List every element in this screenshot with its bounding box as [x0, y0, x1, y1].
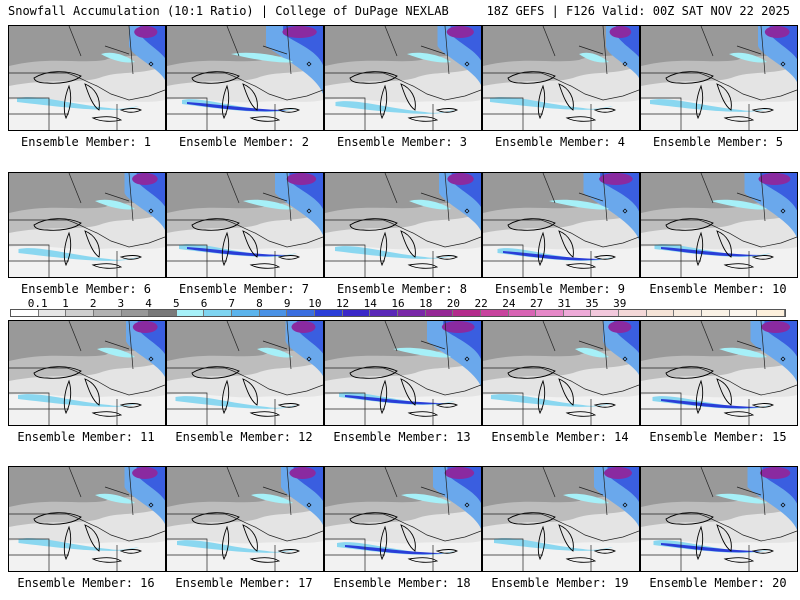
scale-swatch	[702, 310, 730, 316]
scale-swatch	[11, 310, 39, 316]
scale-swatch	[204, 310, 233, 316]
scale-label: 5	[172, 297, 180, 310]
ensemble-member-map-6	[8, 172, 166, 278]
scale-swatch	[646, 310, 675, 316]
scale-swatch	[508, 310, 537, 316]
scale-bar	[10, 309, 786, 317]
scale-swatch	[425, 310, 454, 316]
ensemble-member-label-13: Ensemble Member: 13	[333, 430, 471, 444]
run-info: 18Z GEFS | F126 Valid: 00Z SAT NOV 22 20…	[486, 4, 790, 18]
scale-label: 10	[308, 297, 322, 310]
ensemble-member-map-3	[324, 25, 482, 131]
ensemble-member-map-9	[482, 172, 640, 278]
ensemble-member-label-9: Ensemble Member: 9	[494, 282, 626, 296]
ensemble-member-map-20	[640, 466, 798, 572]
scale-label: 18	[419, 297, 433, 310]
scale-swatch	[370, 310, 398, 316]
scale-swatch	[93, 310, 122, 316]
ensemble-member-map-2	[166, 25, 324, 131]
ensemble-member-label-17: Ensemble Member: 17	[175, 576, 313, 590]
scale-swatch	[397, 310, 426, 316]
scale-swatch	[149, 310, 177, 316]
scale-label: 9	[283, 297, 291, 310]
ensemble-member-label-1: Ensemble Member: 1	[20, 135, 152, 149]
ensemble-member-label-15: Ensemble Member: 15	[649, 430, 787, 444]
ensemble-member-map-11	[8, 320, 166, 426]
scale-label: 3	[117, 297, 125, 310]
ensemble-member-map-14	[482, 320, 640, 426]
ensemble-member-label-12: Ensemble Member: 12	[175, 430, 313, 444]
scale-label: 39	[613, 297, 627, 310]
scale-label: 35	[585, 297, 599, 310]
scale-swatch	[232, 310, 260, 316]
scale-swatch	[619, 310, 647, 316]
ensemble-member-label-7: Ensemble Member: 7	[178, 282, 310, 296]
ensemble-member-label-10: Ensemble Member: 10	[649, 282, 787, 296]
ensemble-member-label-18: Ensemble Member: 18	[333, 576, 471, 590]
scale-swatch	[38, 310, 67, 316]
scale-swatch	[176, 310, 205, 316]
scale-swatch	[259, 310, 288, 316]
ensemble-member-map-10	[640, 172, 798, 278]
scale-label: 16	[391, 297, 405, 310]
ensemble-member-map-15	[640, 320, 798, 426]
ensemble-member-label-20: Ensemble Member: 20	[649, 576, 787, 590]
scale-label: 27	[529, 297, 544, 310]
snowfall-color-scale: 0.1 1 2 3 4 5 6 7 8 9 10 12 14 16 18 20 22 24 27 31 35 39	[10, 297, 786, 319]
ensemble-member-label-8: Ensemble Member: 8	[336, 282, 468, 296]
scale-label: 24	[502, 297, 516, 310]
ensemble-member-map-19	[482, 466, 640, 572]
ensemble-member-map-1	[8, 25, 166, 131]
ensemble-member-label-5: Ensemble Member: 5	[652, 135, 784, 149]
ensemble-member-label-6: Ensemble Member: 6	[20, 282, 152, 296]
scale-label: 14	[363, 297, 377, 310]
ensemble-member-label-19: Ensemble Member: 19	[491, 576, 629, 590]
scale-swatch	[453, 310, 481, 316]
ensemble-member-label-2: Ensemble Member: 2	[178, 135, 310, 149]
scale-swatch	[480, 310, 509, 316]
scale-swatch	[591, 310, 620, 316]
ensemble-member-label-4: Ensemble Member: 4	[494, 135, 626, 149]
ensemble-member-map-4	[482, 25, 640, 131]
scale-swatch	[287, 310, 316, 316]
ensemble-member-map-18	[324, 466, 482, 572]
scale-swatch	[315, 310, 343, 316]
scale-labels: 0.1 1 2 3 4 5 6 7 8 9 10 12 14 16 18 20 22 24 27 31 35 39	[10, 297, 786, 310]
scale-swatch	[674, 310, 703, 316]
scale-label: 1	[62, 297, 69, 310]
ensemble-member-map-5	[640, 25, 798, 131]
scale-swatch	[563, 310, 592, 316]
ensemble-member-map-16	[8, 466, 166, 572]
ensemble-member-label-11: Ensemble Member: 11	[17, 430, 155, 444]
scale-label: 31	[557, 297, 571, 310]
scale-label: 2	[89, 297, 97, 310]
scale-label: 12	[335, 297, 350, 310]
ensemble-member-label-16: Ensemble Member: 16	[17, 576, 155, 590]
scale-swatch	[342, 310, 371, 316]
ensemble-member-label-3: Ensemble Member: 3	[336, 135, 468, 149]
ensemble-member-map-13	[324, 320, 482, 426]
ensemble-member-map-17	[166, 466, 324, 572]
scale-label: 0.1	[27, 297, 48, 310]
scale-label: 4	[145, 297, 152, 310]
scale-swatch	[66, 310, 94, 316]
scale-label: 6	[200, 297, 208, 310]
scale-label: 22	[474, 297, 488, 310]
scale-label: 7	[228, 297, 236, 310]
scale-swatch	[729, 310, 758, 316]
map-title: Snowfall Accumulation (10:1 Ratio) | Col…	[8, 4, 449, 18]
scale-label: 20	[446, 297, 461, 310]
scale-swatch	[536, 310, 564, 316]
ensemble-member-map-8	[324, 172, 482, 278]
ensemble-member-map-7	[166, 172, 324, 278]
scale-swatch	[757, 310, 785, 316]
scale-swatch	[121, 310, 150, 316]
ensemble-member-map-12	[166, 320, 324, 426]
scale-label: 8	[256, 297, 263, 310]
ensemble-member-label-14: Ensemble Member: 14	[491, 430, 629, 444]
